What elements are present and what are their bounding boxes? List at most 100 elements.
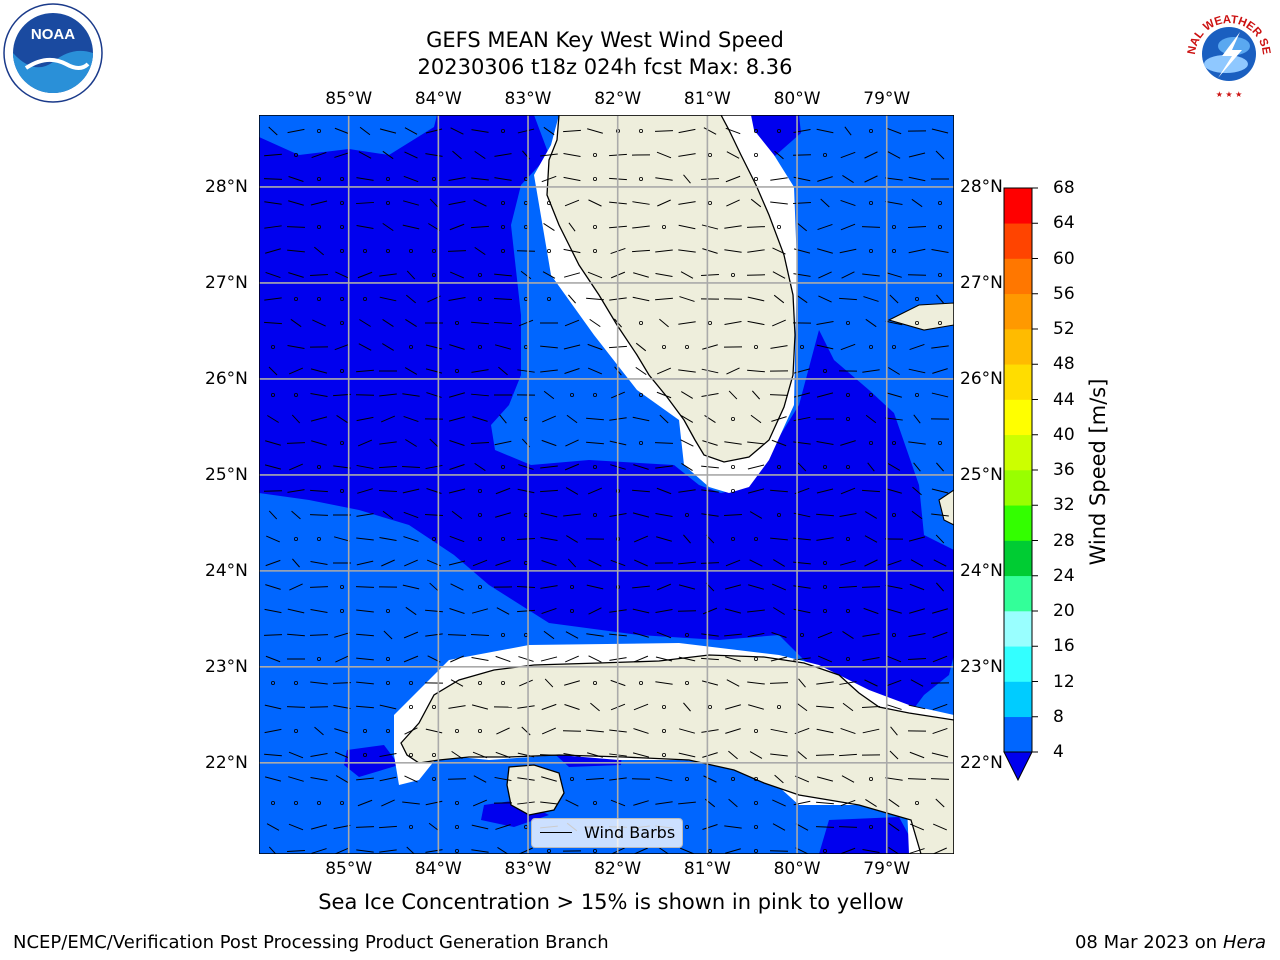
wind-barb [429, 198, 439, 208]
wind-barb [656, 487, 672, 495]
wind-barb [494, 321, 512, 325]
wind-barb [931, 752, 949, 758]
lat-tick-label: 23°N [960, 656, 1003, 677]
wind-barb [885, 177, 903, 181]
wind-barb-calm [823, 849, 828, 854]
wind-barb [633, 728, 649, 734]
wind-barb [519, 847, 533, 854]
wind-barb-calm [500, 681, 505, 686]
wind-barb [518, 319, 534, 327]
wind-barb [494, 776, 512, 782]
wind-barb [839, 297, 857, 301]
colorbar-tick-label: 44 [1053, 389, 1075, 410]
wind-barb [797, 462, 807, 472]
wind-barb-calm [753, 177, 758, 182]
wind-barb [428, 822, 440, 832]
land-bahamas-2 [938, 489, 954, 526]
wind-barb [702, 607, 718, 615]
wind-barb [909, 343, 925, 351]
lat-tick-label: 28°N [960, 176, 1003, 197]
wind-barb-calm [317, 296, 322, 301]
legend-label: Wind Barbs [584, 823, 676, 842]
wind-barb [498, 366, 508, 376]
wind-barb [541, 727, 557, 735]
wind-barb [632, 201, 650, 205]
wind-barb [655, 681, 673, 685]
lon-tick-label: 81°W [683, 89, 731, 109]
wind-barb [702, 752, 718, 758]
wind-barb [724, 249, 742, 253]
wind-barb [886, 392, 902, 398]
wind-barb [449, 464, 465, 470]
wind-barb [311, 848, 327, 854]
colorbar-band [1004, 223, 1032, 259]
colorbar-underflow-arrow [1003, 751, 1033, 782]
wind-barb-calm [317, 464, 322, 469]
wind-barb [632, 585, 650, 589]
wind-barb [264, 634, 282, 636]
wind-barb [632, 249, 650, 253]
wind-barb [563, 153, 581, 157]
wind-barb [886, 272, 902, 278]
wind-barb [540, 585, 558, 589]
wind-barb [449, 271, 465, 279]
wind-barb [771, 632, 787, 638]
wind-barb [494, 344, 512, 350]
wind-barb [382, 510, 394, 520]
wind-barb [310, 681, 328, 685]
wind-barb [655, 801, 673, 805]
wind-barb [747, 249, 765, 253]
wind-barb [540, 465, 558, 469]
wind-barb [448, 200, 466, 206]
wind-barb-legend-icon [540, 832, 572, 833]
wind-barb [472, 559, 488, 567]
wind-barb [635, 342, 647, 352]
wind-barb [379, 849, 397, 853]
wind-barb [701, 657, 719, 661]
wind-barb [564, 368, 580, 374]
wind-barb [356, 657, 374, 661]
wind-barb [724, 321, 742, 325]
wind-barb-calm [500, 201, 505, 206]
wind-barb-calm [340, 296, 345, 301]
wind-barb [816, 754, 834, 756]
wind-barb [747, 226, 765, 228]
wind-barb [749, 559, 763, 567]
wind-barb [840, 440, 856, 446]
wind-barb [678, 249, 696, 253]
colorbar-band [1004, 329, 1032, 365]
wind-barb [703, 127, 717, 135]
wind-barb [379, 537, 397, 541]
wind-barb [404, 559, 418, 567]
wind-barb [358, 151, 372, 159]
wind-barb [912, 486, 922, 496]
colorbar-tick-label: 32 [1053, 495, 1075, 516]
wind-barb [404, 775, 418, 783]
wind-barb [565, 655, 579, 663]
wind-barb [864, 175, 878, 183]
wind-barb [379, 393, 397, 397]
wind-barb [403, 631, 419, 639]
wind-barb [796, 294, 808, 304]
wind-barb-calm [500, 248, 505, 253]
wind-barb [543, 126, 555, 136]
wind-barb [890, 726, 898, 736]
lat-tick-label: 26°N [960, 368, 1003, 389]
wind-barb [865, 511, 877, 519]
wind-barb-calm [363, 248, 368, 253]
wind-barb [932, 368, 948, 374]
wind-barb [356, 416, 374, 422]
wind-barb [678, 656, 696, 662]
lon-tick-label: 80°W [773, 859, 821, 879]
wind-barb [728, 750, 738, 760]
wind-barb [747, 296, 765, 302]
wind-barb [357, 271, 373, 279]
wind-barb [448, 560, 466, 566]
wind-barb-calm [730, 536, 735, 541]
wind-barb-calm [546, 849, 551, 854]
wind-barb [565, 439, 579, 447]
wind-barb-calm [270, 392, 275, 397]
colorbar-band [1004, 470, 1032, 506]
wind-barb [632, 752, 650, 758]
wind-barb [379, 704, 397, 710]
